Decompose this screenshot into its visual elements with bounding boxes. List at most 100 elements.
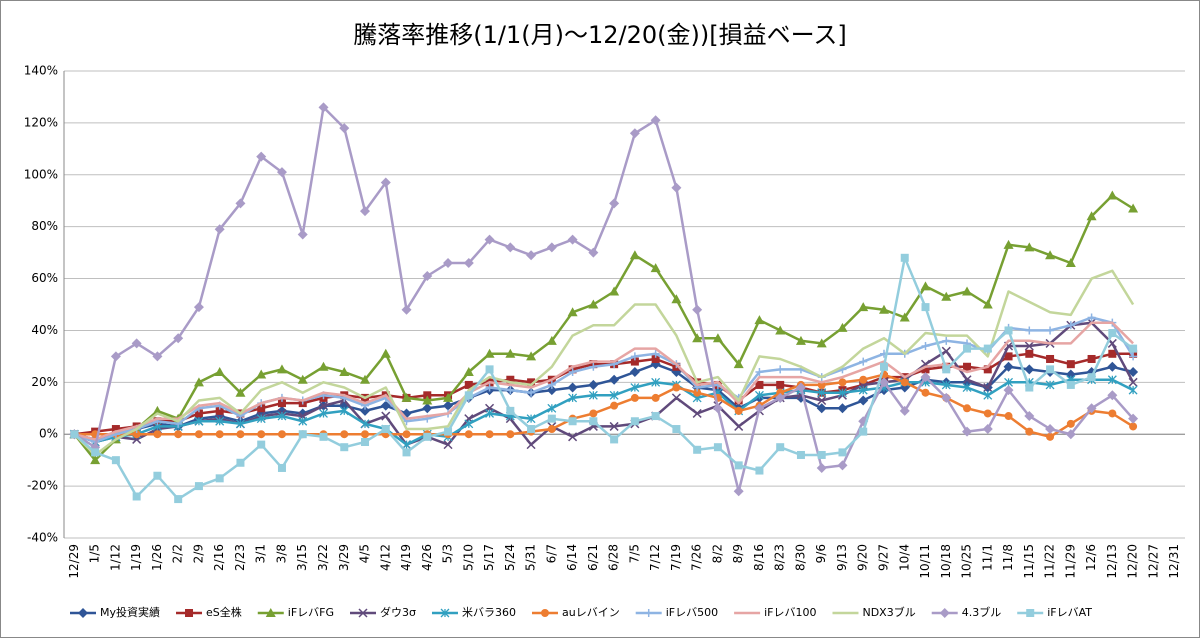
marker [651, 393, 660, 402]
x-tick-label: 5/31 [524, 544, 538, 571]
marker [215, 406, 224, 415]
x-tick-label: 11/8 [1001, 544, 1015, 571]
x-tick-label: 10/25 [960, 544, 974, 579]
marker [1107, 390, 1118, 401]
series-line [73, 321, 1135, 446]
marker [941, 291, 952, 301]
marker [340, 443, 349, 452]
marker [672, 383, 681, 392]
marker [588, 247, 599, 258]
marker [941, 346, 951, 356]
marker [609, 286, 620, 296]
marker [651, 412, 660, 421]
marker [193, 302, 204, 313]
marker [194, 409, 203, 418]
marker [318, 401, 329, 411]
marker [1004, 412, 1013, 421]
marker [734, 421, 744, 431]
marker [962, 383, 972, 392]
marker [546, 335, 557, 345]
marker [78, 608, 88, 618]
x-tick-label: 12/27 [1146, 544, 1160, 579]
marker [277, 430, 286, 439]
marker [443, 257, 454, 268]
marker [256, 414, 266, 424]
marker [1025, 427, 1034, 436]
marker [1024, 242, 1035, 252]
marker [339, 366, 350, 376]
marker [402, 440, 411, 450]
series-line [73, 269, 1135, 457]
x-tick-label: 11/29 [1063, 544, 1077, 579]
marker [111, 425, 120, 434]
marker [610, 435, 619, 444]
marker [755, 466, 764, 475]
marker [650, 115, 661, 126]
marker [962, 286, 973, 296]
marker [776, 365, 785, 374]
marker [214, 224, 225, 235]
marker [215, 430, 224, 439]
marker [609, 421, 619, 431]
marker [1003, 385, 1014, 396]
legend-label: iFレバ100 [764, 606, 816, 619]
marker [838, 378, 847, 387]
marker [153, 430, 162, 439]
marker [1003, 361, 1014, 372]
x-tick-label: 9/27 [876, 544, 890, 571]
marker [90, 455, 101, 465]
marker [547, 414, 556, 423]
marker [380, 177, 391, 188]
marker [921, 342, 930, 351]
marker [921, 365, 930, 374]
marker [630, 417, 639, 426]
marker [1066, 360, 1075, 369]
marker [360, 405, 371, 416]
marker [837, 322, 848, 332]
marker [858, 302, 869, 312]
marker [589, 409, 598, 418]
series-line [73, 378, 1134, 446]
x-tick-label: 11/22 [1043, 544, 1057, 579]
marker [754, 390, 764, 400]
marker [920, 281, 931, 291]
x-tick-label: 1/12 [108, 544, 122, 571]
marker [506, 375, 515, 384]
marker [339, 123, 350, 134]
x-tick-label: 9/13 [835, 544, 849, 571]
marker [297, 374, 308, 384]
marker [402, 430, 411, 439]
marker [319, 432, 328, 441]
x-tick-label: 3/22 [316, 544, 330, 571]
marker [609, 198, 620, 209]
marker [194, 482, 203, 491]
marker [755, 367, 764, 376]
marker [277, 411, 287, 421]
marker [963, 404, 972, 413]
legend-label: My投資実績 [100, 605, 160, 619]
marker [131, 338, 142, 349]
marker [506, 386, 515, 395]
series [70, 253, 1138, 504]
x-tick-label: 2/2 [171, 544, 185, 563]
marker [1004, 326, 1013, 335]
x-tick-label: 3/15 [295, 544, 309, 571]
x-tick-label: 3/1 [254, 544, 268, 563]
marker [734, 461, 743, 470]
marker [174, 495, 183, 504]
marker [257, 440, 266, 449]
marker [899, 312, 910, 322]
marker [651, 349, 660, 358]
x-tick-label: 11/1 [980, 544, 994, 571]
x-tick-label: 12/13 [1105, 544, 1119, 579]
marker [173, 333, 184, 344]
marker [464, 419, 474, 429]
marker [1045, 380, 1055, 390]
x-tick-label: 8/9 [731, 544, 745, 563]
marker [464, 430, 473, 439]
marker [422, 270, 433, 281]
marker [837, 460, 848, 471]
marker [1065, 257, 1076, 267]
marker [776, 388, 785, 397]
marker [921, 388, 930, 397]
